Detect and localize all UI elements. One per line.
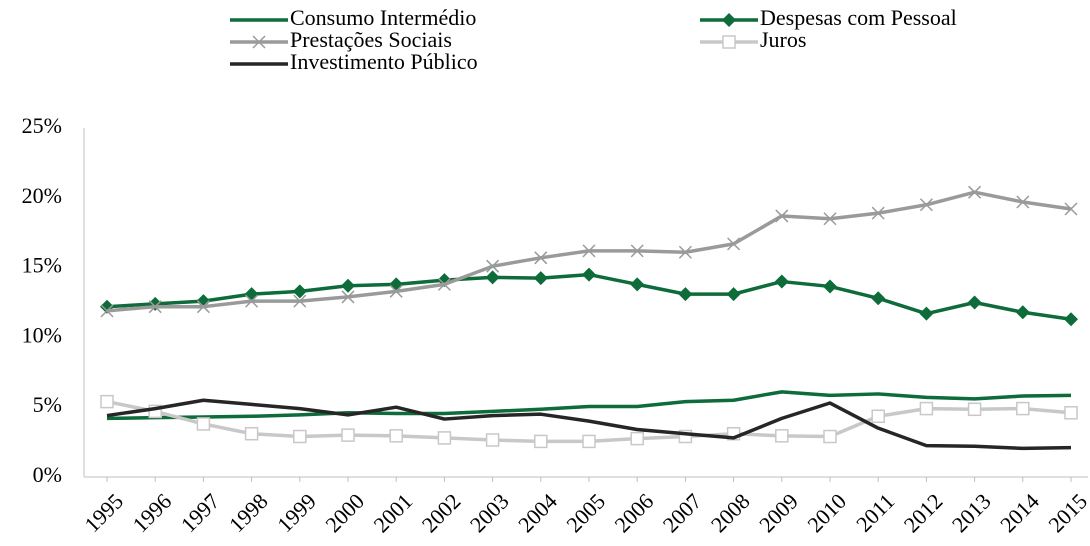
legend-label: Prestações Sociais [290, 27, 452, 52]
marker [919, 198, 933, 212]
x-tick-label: 2015 [1043, 488, 1090, 537]
marker [196, 300, 210, 314]
marker [871, 291, 886, 306]
x-tick-label: 1997 [176, 488, 225, 537]
marker [630, 277, 645, 292]
marker [486, 259, 500, 273]
marker [727, 237, 741, 251]
marker [293, 294, 307, 308]
x-tick-label: 2005 [561, 488, 610, 537]
marker [244, 287, 259, 302]
marker [485, 433, 500, 447]
legend-label: Juros [760, 27, 806, 52]
y-tick-label: 10% [22, 322, 62, 347]
x-tick-label: 2012 [899, 488, 948, 537]
x-tick-label: 1999 [272, 488, 321, 537]
x-tick-label: 2013 [947, 488, 996, 537]
marker [722, 35, 736, 49]
marker [722, 13, 736, 27]
marker [775, 429, 789, 443]
marker [967, 295, 982, 310]
marker [1016, 401, 1030, 416]
marker [534, 434, 548, 449]
x-tick-label: 2001 [369, 488, 418, 537]
x-tick-label: 2014 [995, 488, 1044, 537]
marker [774, 274, 789, 289]
marker [582, 244, 596, 258]
legend-item: Juros [700, 27, 806, 52]
series-line [106, 390, 1072, 421]
marker [823, 279, 837, 294]
y-tick-label: 0% [33, 462, 62, 487]
marker [919, 306, 934, 321]
marker [293, 429, 307, 444]
legend-label: Consumo Intermédio [290, 5, 476, 30]
series-line [106, 398, 1072, 451]
x-tick-label: 1998 [224, 488, 273, 537]
marker [485, 270, 500, 285]
marker [919, 401, 934, 416]
x-tick-label: 2008 [706, 488, 755, 537]
x-tick-label: 1996 [128, 488, 177, 537]
y-tick-label: 20% [22, 183, 62, 208]
x-tick-label: 2004 [513, 488, 562, 537]
marker [871, 206, 885, 220]
marker [252, 35, 266, 49]
marker [389, 284, 403, 298]
marker [437, 277, 451, 291]
marker [534, 251, 548, 265]
marker [196, 417, 211, 431]
x-tick-label: 1995 [79, 488, 128, 537]
marker [775, 209, 789, 223]
marker [1016, 195, 1030, 209]
marker [437, 431, 452, 445]
x-tick-label: 2000 [320, 488, 369, 537]
marker [967, 402, 982, 417]
marker [968, 185, 982, 199]
marker [292, 284, 307, 299]
marker [389, 429, 403, 443]
x-tick-label: 2006 [610, 488, 659, 537]
marker [823, 212, 837, 226]
marker [582, 267, 596, 282]
marker [1064, 406, 1078, 420]
marker [100, 304, 114, 318]
marker [1064, 202, 1078, 216]
x-tick-label: 2007 [658, 488, 707, 537]
marker [245, 294, 259, 308]
y-tick-label: 15% [22, 253, 62, 278]
marker [244, 426, 259, 441]
marker [871, 409, 885, 424]
marker [341, 278, 355, 293]
x-tick-label: 2009 [754, 488, 803, 537]
x-tick-label: 2011 [851, 488, 899, 536]
legend-item: Consumo Intermédio [230, 5, 476, 30]
marker [678, 245, 692, 259]
marker [1015, 305, 1030, 320]
marker [341, 428, 355, 442]
marker [630, 431, 644, 446]
marker [630, 244, 644, 258]
x-tick-label: 2010 [802, 488, 851, 537]
y-tick-label: 25% [22, 113, 62, 138]
x-tick-label: 2003 [465, 488, 514, 537]
legend-label: Despesas com Pessoal [760, 5, 957, 30]
x-tick-label: 2002 [417, 488, 466, 537]
marker [678, 287, 693, 302]
marker [533, 271, 548, 286]
marker [341, 290, 355, 304]
marker [726, 287, 741, 302]
marker [100, 394, 114, 409]
marker [1064, 312, 1078, 327]
y-tick-label: 5% [33, 392, 62, 417]
legend-item: Prestações Sociais [230, 27, 452, 52]
marker [148, 300, 162, 314]
marker [823, 429, 837, 444]
legend-label: Investimento Público [290, 49, 478, 74]
legend-item: Despesas com Pessoal [700, 5, 957, 30]
marker [582, 434, 596, 449]
legend-item: Investimento Público [230, 49, 478, 74]
